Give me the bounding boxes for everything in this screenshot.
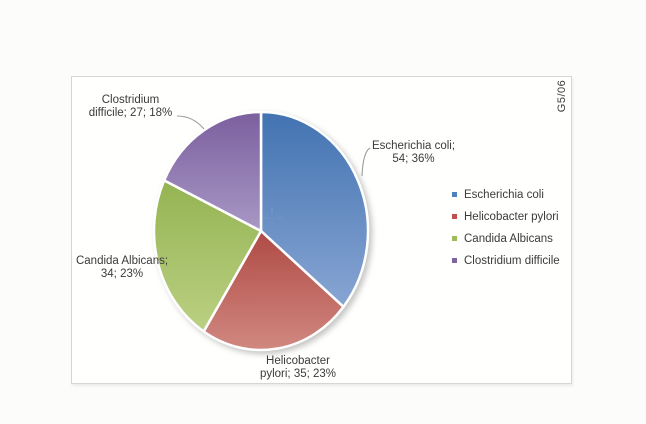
legend-item-candida-albicans[interactable]: Candida Albicans <box>452 232 560 245</box>
data-label-clostridium-difficile: Clostridium difficile; 27; 18% <box>78 94 183 120</box>
legend-item-escherichia-coli[interactable]: Escherichia coli <box>452 188 560 201</box>
legend-color-marker <box>452 236 457 241</box>
slide-corner-label: G5/06 <box>556 79 568 113</box>
legend-color-marker <box>452 258 457 263</box>
data-label-line: difficile; 27; 18% <box>88 107 173 119</box>
legend-item-label: Escherichia coli <box>464 188 544 201</box>
data-label-line: Clostridium <box>101 94 160 106</box>
pie-slice-helicobacter-pylori[interactable] <box>202 229 345 352</box>
legend-item-label: Candida Albicans <box>464 232 553 245</box>
legend-color-marker <box>452 192 457 197</box>
legend-item-label: Clostridium difficile <box>464 254 560 267</box>
pie-slice-escherichia-coli[interactable] <box>259 110 370 309</box>
data-label-line: Escherichia coli; <box>371 140 456 152</box>
legend-item-helicobacter-pylori[interactable]: Helicobacter pylori <box>452 210 560 223</box>
data-label-line: Helicobacter <box>266 355 330 367</box>
legend-item-label: Helicobacter pylori <box>464 210 559 223</box>
pie-slice-clostridium-difficile[interactable] <box>162 110 263 233</box>
data-label-line: pylori; 35; 23% <box>259 368 337 380</box>
data-label-line: 54; 36% <box>392 153 435 165</box>
data-label-candida-albicans: Candida Albicans; 34; 23% <box>66 255 178 281</box>
legend-item-clostridium-difficile[interactable]: Clostridium difficile <box>452 254 560 267</box>
data-label-line: 34; 23% <box>100 268 144 280</box>
legend-color-marker <box>452 214 457 219</box>
data-label-escherichia-coli: Escherichia coli; 54; 36% <box>366 140 461 166</box>
data-label-helicobacter-pylori: Helicobacter pylori; 35; 23% <box>243 355 353 381</box>
chart-legend: Escherichia coli Helicobacter pylori Can… <box>452 188 560 276</box>
data-label-line: Candida Albicans; <box>75 255 169 267</box>
